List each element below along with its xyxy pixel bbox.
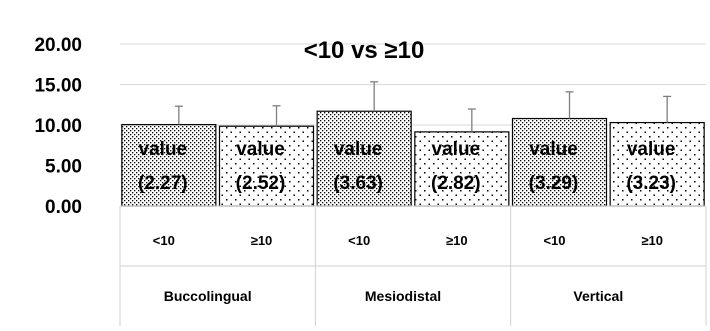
category-label: <10 (153, 233, 175, 248)
category-label: ≥10 (446, 233, 468, 248)
data-label-line2: (2.82) (431, 173, 481, 194)
bar (511, 117, 608, 207)
y-tick-label: 5.00 (45, 157, 82, 178)
data-label-line2: (3.63) (333, 173, 383, 194)
bar (609, 121, 705, 207)
data-label-line2: (3.29) (529, 173, 579, 194)
data-label-line1: value (627, 139, 676, 160)
data-labels: value (2.27) value (2.52) value (3.63) value (2… (138, 139, 676, 194)
error-bars (174, 81, 672, 132)
category-label: <10 (348, 233, 370, 248)
bar (414, 131, 510, 207)
y-tick-label: 20.00 (34, 35, 82, 56)
y-axis-ticks: 0.00 5.00 10.00 15.00 20.00 (34, 35, 82, 218)
bar (316, 110, 412, 207)
group-label: Buccolingual (164, 288, 252, 304)
data-label-line1: value (334, 139, 383, 160)
data-label-line2: (2.27) (138, 173, 188, 194)
category-label: ≥10 (641, 233, 663, 248)
y-tick-label: 15.00 (34, 76, 82, 97)
group-label: Mesiodistal (365, 288, 441, 304)
chart-title: <10 vs ≥10 (304, 37, 425, 64)
y-tick-label: 0.00 (45, 197, 82, 218)
category-label: <10 (543, 233, 565, 248)
data-label-line1: value (432, 139, 481, 160)
group-label: Vertical (573, 288, 623, 304)
data-label-line1: value (139, 139, 188, 160)
data-label-line2: (2.52) (236, 173, 286, 194)
y-tick-label: 10.00 (34, 116, 82, 137)
bars (121, 110, 705, 207)
data-label-line1: value (529, 139, 578, 160)
data-label-line1: value (236, 139, 285, 160)
data-label-line2: (3.23) (626, 173, 676, 194)
category-axis: <10 ≥10 <10 ≥10 <10 ≥10 Buccolingual Mesiodista… (119, 205, 707, 326)
bar (121, 123, 217, 207)
category-label: ≥10 (251, 233, 273, 248)
